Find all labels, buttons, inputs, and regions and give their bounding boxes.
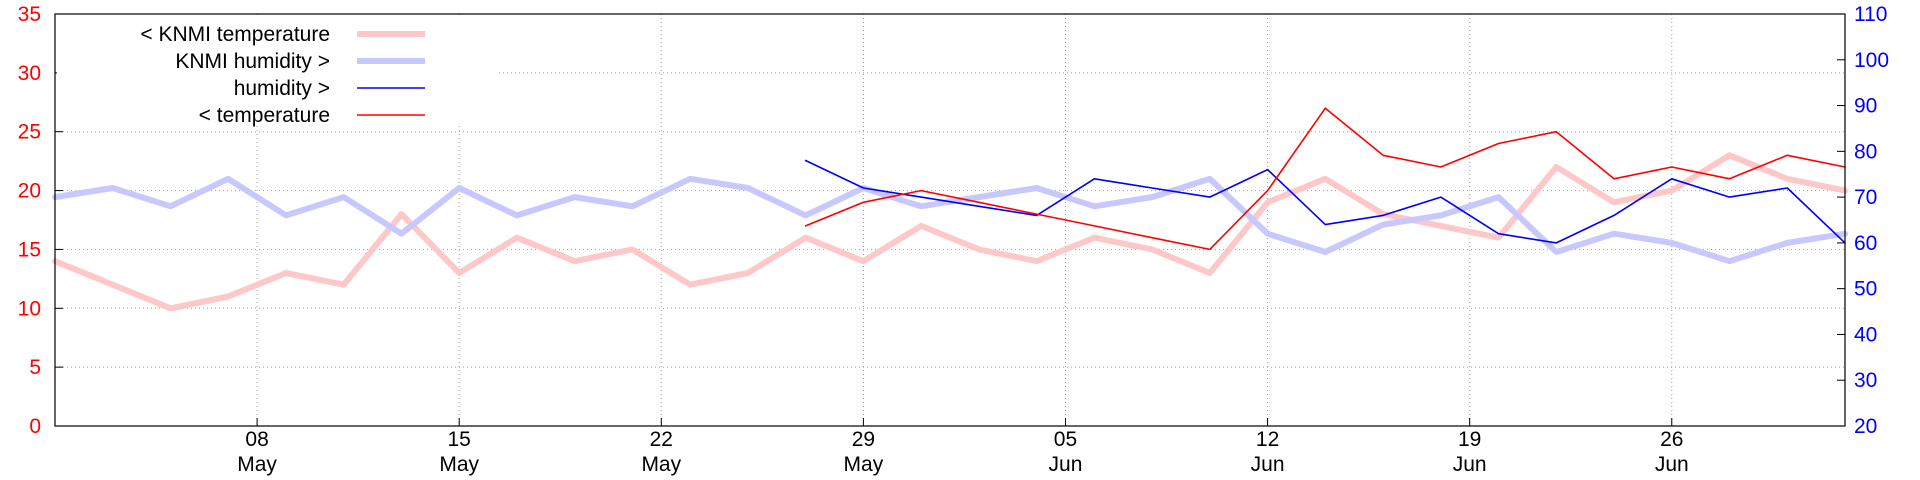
right-tick-label: 110 <box>1854 3 1887 26</box>
legend: < KNMI temperature KNMI humidity > humidit… <box>57 16 497 127</box>
x-tick-day: 22 <box>650 428 673 451</box>
left-tick-label: 5 <box>29 356 41 379</box>
left-tick-label: 10 <box>18 297 41 320</box>
x-tick-month: May <box>237 453 277 476</box>
right-axis-ticks: 20 30 40 50 60 70 80 90 100 110 <box>1837 3 1889 438</box>
x-tick-day: 08 <box>245 428 268 451</box>
series-line-3 <box>804 107 1846 251</box>
legend-label: KNMI humidity > <box>175 50 330 73</box>
x-tick-month: May <box>439 453 479 476</box>
x-tick-day: 19 <box>1458 428 1481 451</box>
x-tick-month: Jun <box>1655 453 1689 476</box>
right-tick-label: 100 <box>1854 49 1889 72</box>
series-layer <box>52 107 1848 312</box>
legend-label: < temperature <box>199 104 330 127</box>
plot-frame <box>54 13 1846 427</box>
right-tick-label: 60 <box>1854 232 1877 255</box>
series-line-1 <box>52 175 1848 265</box>
x-tick-month: Jun <box>1453 453 1487 476</box>
left-axis-ticks: 0 5 10 15 20 25 30 35 <box>18 3 63 438</box>
right-tick-label: 40 <box>1854 323 1877 346</box>
right-tick-label: 30 <box>1854 369 1877 392</box>
x-tick-day: 15 <box>448 428 471 451</box>
legend-label: humidity > <box>234 77 330 100</box>
left-tick-label: 0 <box>29 415 41 438</box>
left-tick-label: 20 <box>18 180 41 203</box>
x-tick-month: May <box>844 453 884 476</box>
series-line-0 <box>52 152 1848 312</box>
x-tick-month: Jun <box>1251 453 1285 476</box>
left-tick-label: 35 <box>18 3 41 26</box>
x-tick-day: 26 <box>1660 428 1683 451</box>
right-tick-label: 90 <box>1854 95 1877 118</box>
x-tick-month: May <box>641 453 681 476</box>
left-tick-label: 25 <box>18 121 41 144</box>
left-tick-label: 15 <box>18 238 41 261</box>
right-tick-label: 70 <box>1854 186 1877 209</box>
x-tick-day: 12 <box>1256 428 1279 451</box>
right-tick-label: 80 <box>1854 140 1877 163</box>
series-line-2 <box>804 159 1846 244</box>
legend-label: < KNMI temperature <box>140 23 330 46</box>
x-tick-day: 05 <box>1054 428 1077 451</box>
x-tick-month: Jun <box>1049 453 1083 476</box>
right-tick-label: 20 <box>1854 415 1877 438</box>
left-tick-label: 30 <box>18 62 41 85</box>
right-tick-label: 50 <box>1854 278 1877 301</box>
x-tick-day: 29 <box>852 428 875 451</box>
